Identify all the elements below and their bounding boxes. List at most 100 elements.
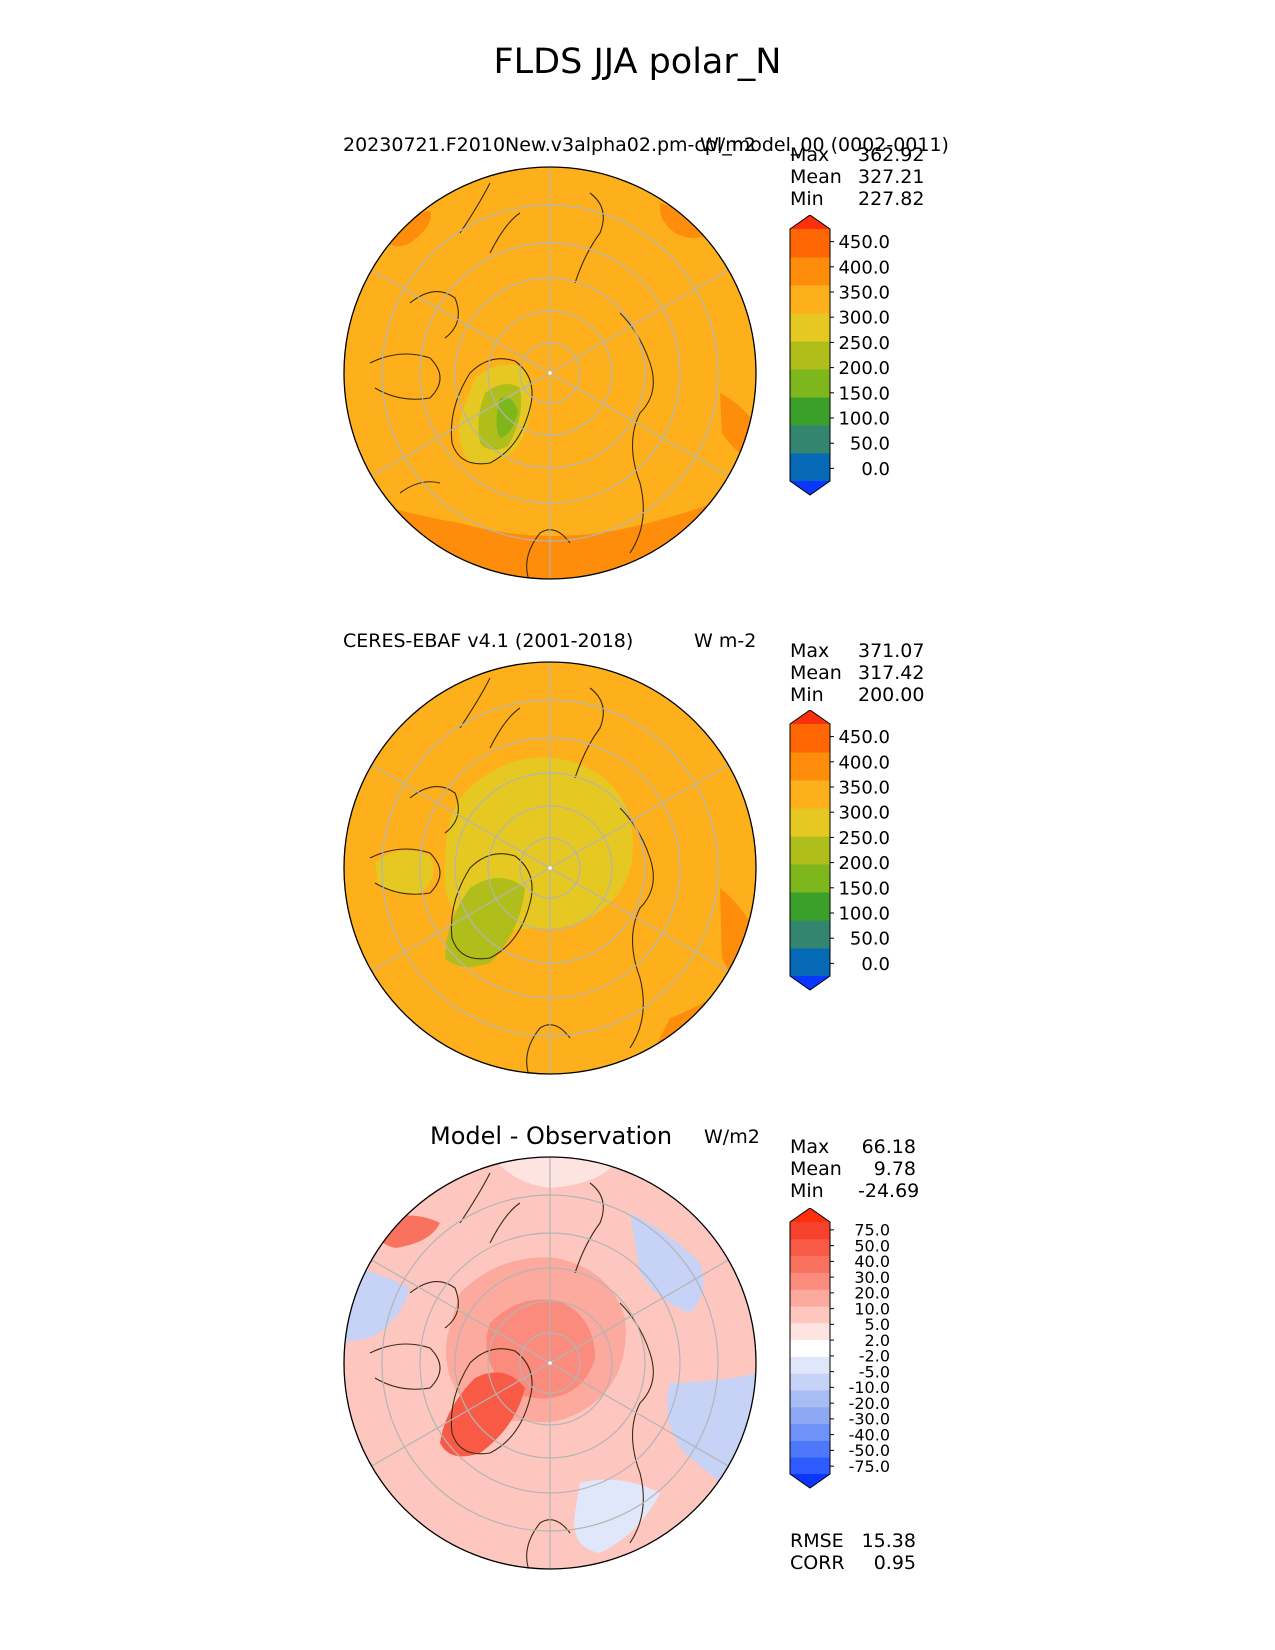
panel3-colorbar-swatch bbox=[790, 1255, 830, 1273]
panel3-colorbar-tick-label: -10.0 bbox=[849, 1378, 890, 1397]
panel2-map-frame bbox=[343, 661, 757, 1075]
panel1-stats: Max 362.92 Mean 327.21 Min 227.82 bbox=[790, 144, 925, 210]
panel3-colorbar-swatch bbox=[790, 1322, 830, 1341]
panel3-max-label: Max bbox=[790, 1136, 830, 1158]
panel2-field-canada-patch bbox=[375, 850, 434, 895]
panel2-max-label: Max bbox=[790, 640, 830, 662]
panel2-mean-label: Mean bbox=[790, 662, 842, 684]
panel3-field-greenland-hot bbox=[440, 1372, 525, 1457]
panel2-min-label: Min bbox=[790, 684, 824, 706]
panel3-colorbar-tick-label: -2.0 bbox=[859, 1347, 890, 1366]
panel3-min-value: -24.69 bbox=[858, 1180, 920, 1202]
rmse-label: RMSE bbox=[790, 1530, 844, 1552]
panel2-colorbar-tick-label: 150.0 bbox=[838, 878, 890, 899]
panel3-min-label: Min bbox=[790, 1180, 824, 1202]
panel3-colorbar-tick-label: -5.0 bbox=[859, 1362, 890, 1381]
figure-title: FLDS JJA polar_N bbox=[493, 42, 782, 82]
panel3-coastlines bbox=[369, 1172, 654, 1569]
panel3-field-north-white bbox=[490, 1157, 620, 1188]
panel1-min-label: Min bbox=[790, 188, 824, 210]
panel3-colorbar-extend-max bbox=[790, 1208, 830, 1222]
panel2-stats: Max 371.07 Mean 317.42 Min 200.00 bbox=[790, 640, 925, 706]
panel1-colorbar-swatch bbox=[790, 341, 830, 370]
panel3-colorbar-tick-label: 75.0 bbox=[854, 1221, 890, 1240]
panel2-units: W m-2 bbox=[694, 630, 757, 652]
panel2-colorbar-swatch bbox=[790, 808, 830, 837]
panel1-polar-map bbox=[343, 166, 757, 580]
panel1-colorbar-tick-label: 250.0 bbox=[838, 333, 890, 354]
panel1-max-label: Max bbox=[790, 144, 830, 166]
panel2-colorbar-tick-label: 300.0 bbox=[838, 803, 890, 824]
panel3-mean-label: Mean bbox=[790, 1158, 842, 1180]
panel1-colorbar-tick-label: 0.0 bbox=[861, 459, 890, 480]
panel3-colorbar-tick-label: 2.0 bbox=[865, 1331, 890, 1350]
panel2-colorbar-extend-min bbox=[790, 976, 830, 990]
panel3-colorbar-swatch bbox=[790, 1406, 830, 1425]
panel1-colorbar-swatch bbox=[790, 453, 830, 482]
panel2-pole bbox=[548, 866, 552, 870]
panel1-colorbar-swatch bbox=[790, 285, 830, 314]
panel2-colorbar-swatch bbox=[790, 836, 830, 865]
panel3-mean-value: 9.78 bbox=[873, 1158, 916, 1180]
panel2-colorbar-extend-max bbox=[790, 710, 830, 724]
panel3-colorbar-tick-label: -30.0 bbox=[849, 1410, 890, 1429]
panel2-colorbar-swatch bbox=[790, 752, 830, 781]
panel2-colorbar-frame bbox=[789, 710, 831, 991]
panel2-mean-value: 317.42 bbox=[858, 662, 925, 684]
panel1-colorbar-tick-label: 150.0 bbox=[838, 383, 890, 404]
panel2-left-title: CERES-EBAF v4.1 (2001-2018) bbox=[343, 630, 634, 652]
panel3-colorbar-tick-label: 5.0 bbox=[865, 1315, 890, 1334]
panel3-title: Model - Observation bbox=[430, 1122, 673, 1150]
panel3-colorbar-tick-label: -50.0 bbox=[849, 1441, 890, 1460]
panel2-colorbar-swatch bbox=[790, 724, 830, 753]
panel1-colorbar-tick-label: 100.0 bbox=[838, 408, 890, 429]
panel1-colorbar-extend-max bbox=[790, 215, 830, 229]
panel3-colorbar-tick-label: 40.0 bbox=[854, 1252, 890, 1271]
panel2-colorbar-tick-label: 100.0 bbox=[838, 903, 890, 924]
panel2-colorbar-tick-label: 450.0 bbox=[838, 727, 890, 748]
panel3-colorbar-tick-label: -20.0 bbox=[849, 1394, 890, 1413]
panel3-metrics: RMSE 15.38 CORR 0.95 bbox=[790, 1530, 916, 1574]
panel1-colorbar-swatch bbox=[790, 397, 830, 426]
panel2-colorbar-tick-label: 400.0 bbox=[838, 752, 890, 773]
panel3-colorbar-swatch bbox=[790, 1390, 830, 1408]
panel1-colorbar-tick-label: 350.0 bbox=[838, 282, 890, 303]
panel1-colorbar-extend-min bbox=[790, 481, 830, 495]
panel1-units: W/m2 bbox=[700, 134, 756, 156]
panel1-min-value: 227.82 bbox=[858, 188, 925, 210]
panel3-colorbar-swatch bbox=[790, 1272, 830, 1290]
panel3-colorbar-swatch bbox=[790, 1423, 830, 1441]
panel1-colorbar-tick-label: 200.0 bbox=[838, 358, 890, 379]
panel3-colorbar-swatch bbox=[790, 1373, 830, 1391]
panel3-colorbar-frame bbox=[789, 1208, 831, 1489]
corr-value: 0.95 bbox=[873, 1552, 916, 1574]
panel3-colorbar-swatch bbox=[790, 1356, 830, 1374]
panel3-colorbar-swatch bbox=[790, 1457, 830, 1475]
panel2-field-greenland bbox=[445, 878, 525, 967]
panel1-left-title: 20230721.F2010New.v3alpha02.pm-cpl_model… bbox=[343, 134, 949, 156]
panel3-colorbar-swatch bbox=[790, 1238, 830, 1257]
panel2-colorbar: 0.0 50.0 100.0 150.0 200.0 250.0 300.0 350.0 400… bbox=[789, 710, 890, 991]
panel1-colorbar-swatch bbox=[790, 425, 830, 454]
panel3-colorbar-tick-label: 20.0 bbox=[854, 1284, 890, 1303]
panel1-colorbar: 0.0 50.0 100.0 150.0 200.0 250.0 300.0 350.0 400… bbox=[789, 215, 890, 496]
panel3-colorbar-tick-label: 10.0 bbox=[854, 1299, 890, 1318]
panel3-field-south-white bbox=[574, 1479, 660, 1553]
panel3-colorbar-extend-min bbox=[790, 1474, 830, 1488]
panel2-colorbar-swatch bbox=[790, 864, 830, 893]
panel1-colorbar-tick-label: 300.0 bbox=[838, 308, 890, 329]
panel2-coastlines bbox=[369, 677, 654, 1074]
panel2-colorbar-tick-label: 250.0 bbox=[838, 828, 890, 849]
panel1-map-frame bbox=[343, 166, 757, 580]
panel1-mean-value: 327.21 bbox=[858, 166, 925, 188]
panel1-colorbar-tick-label: 50.0 bbox=[850, 434, 890, 455]
panel2-min-value: 200.00 bbox=[858, 684, 925, 706]
panel2-colorbar-tick-label: 0.0 bbox=[861, 954, 890, 975]
panel1-colorbar-frame bbox=[789, 215, 831, 496]
panel3-polar-map bbox=[343, 1156, 757, 1570]
panel3-units: W/m2 bbox=[704, 1126, 760, 1148]
panel2-max-value: 371.07 bbox=[858, 640, 925, 662]
panel2-colorbar-swatch bbox=[790, 920, 830, 949]
rmse-value: 15.38 bbox=[861, 1530, 916, 1552]
panel3-colorbar-tick-label: -75.0 bbox=[849, 1457, 890, 1476]
